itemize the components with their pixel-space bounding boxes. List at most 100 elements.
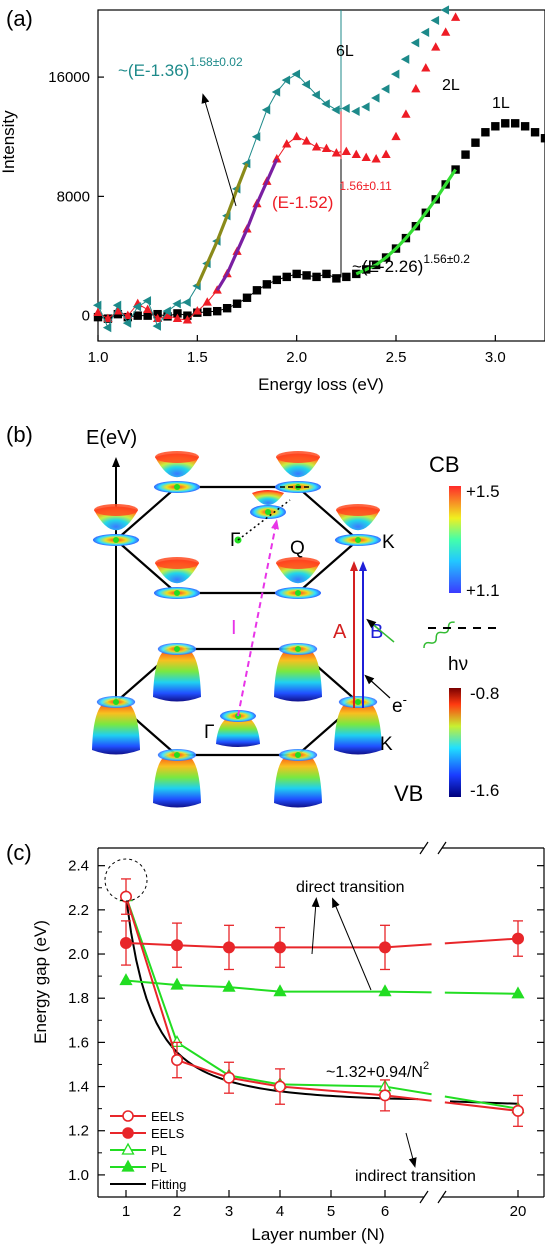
cb-min-label: +1.1 — [466, 581, 500, 600]
c-line-seg — [444, 1095, 519, 1110]
legend-label: PL — [151, 1160, 167, 1175]
panel-c: (c) 1.0 1.2 1.4 1.6 1.8 2.0 2.2 2.4 1 2 3 4 5 6 20 Ene… — [6, 840, 545, 1244]
point-6L — [400, 54, 410, 64]
point-1L — [322, 269, 331, 279]
q-point: Q — [290, 538, 305, 559]
point-6L — [251, 132, 261, 142]
point-1L — [540, 134, 545, 143]
point-2L — [301, 136, 312, 145]
point-6L — [132, 302, 142, 312]
point-2L — [192, 306, 202, 315]
panel-c-xlabel: Layer number (N) — [251, 1225, 384, 1244]
panel-a-frame — [97, 9, 545, 342]
c-point-EELS — [378, 1089, 391, 1102]
vb-max-label: -0.8 — [470, 684, 499, 703]
label-6L: 6L — [336, 43, 354, 60]
axis-break — [437, 1190, 447, 1204]
point-1L — [461, 150, 470, 159]
point-6L — [122, 318, 132, 328]
legend-label: Fitting — [151, 1177, 186, 1192]
point-6L — [301, 79, 310, 90]
panel-c-data — [119, 878, 525, 1127]
cb-cone-group — [334, 504, 382, 546]
cb-rim — [336, 504, 380, 516]
c-y-tick-label: 1.6 — [68, 1034, 89, 1051]
photon-wave — [423, 621, 455, 649]
axis-break — [437, 841, 447, 855]
point-1L — [342, 272, 351, 282]
point-2L — [351, 149, 361, 158]
point-2L — [401, 109, 411, 118]
electron-label: e- — [392, 692, 407, 717]
point-1L — [501, 119, 510, 128]
transition-i-arrow — [237, 519, 279, 717]
c-line-seg — [384, 943, 432, 949]
point-1L — [282, 272, 291, 282]
point-1L — [173, 309, 182, 318]
photon-arrow — [366, 618, 395, 643]
c-point-EELS — [223, 941, 236, 954]
electron-sup: - — [403, 692, 407, 707]
label-2L: 2L — [442, 77, 460, 94]
c-point-EELS — [378, 941, 391, 954]
vb-point — [174, 646, 180, 652]
q-valley — [250, 490, 286, 519]
x-tick-label: 3.0 — [485, 349, 506, 366]
point-6L — [92, 300, 102, 310]
c-point-PL — [222, 979, 236, 992]
vb-dome-group — [92, 696, 140, 755]
point-1L — [262, 280, 272, 289]
c-x-tick-label: 6 — [381, 1203, 389, 1220]
vb-dome — [153, 752, 201, 808]
gamma-q-path — [237, 499, 291, 541]
k-point-vb: K — [380, 734, 393, 755]
point-6L — [112, 300, 122, 310]
vb-point — [113, 699, 119, 705]
gamma-point-cb: Γ — [230, 530, 240, 551]
c-y-tick-label: 2.2 — [68, 902, 89, 919]
point-6L — [291, 69, 301, 79]
point-6L — [410, 38, 420, 48]
c-line-seg — [384, 1094, 432, 1102]
c-point-EELS — [511, 1104, 524, 1117]
fit-6L-exp: 1.58±0.02 — [189, 55, 243, 69]
point-2L — [450, 12, 461, 21]
c-y-tick-label: 1.0 — [68, 1167, 89, 1184]
point-2L — [292, 131, 302, 141]
point-6L — [102, 322, 112, 333]
point-6L — [281, 75, 291, 85]
vb-dome-group — [153, 749, 201, 808]
c-line-seg — [384, 1085, 432, 1096]
point-1L — [520, 122, 530, 131]
vb-dome — [92, 699, 140, 755]
point-1L — [312, 272, 321, 282]
fit-6L-formula: ~(E-1.36)1.58±0.02 — [118, 55, 243, 80]
panel-a-axes: 1.0 1.5 2.0 2.5 3.0 0 8000 16000 — [48, 69, 505, 366]
c-point-PL — [119, 973, 133, 986]
q-cone — [252, 490, 284, 505]
vb-colorbar — [449, 688, 461, 797]
fit-formula: ~1.32+0.94/N2 — [326, 1060, 429, 1081]
c-point-PL — [273, 984, 287, 997]
fit-1L-base: ~(E-2.26) — [352, 257, 423, 276]
vb-dome — [153, 646, 201, 702]
vb-dome — [274, 752, 322, 808]
point-1L — [292, 269, 301, 279]
c-line-PL — [125, 979, 385, 993]
point-2L — [113, 306, 123, 315]
direct-transition-label: direct transition — [296, 879, 405, 896]
fit-1L-formula: ~(E-2.26)1.56±0.2 — [352, 252, 470, 276]
fit-2L-base: (E-1.52) — [272, 193, 333, 212]
panel-c-axes: 1.0 1.2 1.4 1.6 1.8 2.0 2.2 2.4 1 2 3 4 5 6 20 — [68, 841, 545, 1220]
label-1L: 1L — [492, 95, 510, 112]
fit-line-6L — [195, 162, 249, 287]
band-cones — [92, 451, 382, 808]
panel-c-label: (c) — [6, 840, 32, 865]
point-2L — [172, 313, 183, 322]
electron-symbol: e — [392, 696, 403, 717]
x-tick-label: 1.0 — [88, 349, 109, 366]
point-2L — [431, 42, 441, 51]
point-2L — [341, 146, 351, 156]
cb-rim — [94, 504, 138, 516]
